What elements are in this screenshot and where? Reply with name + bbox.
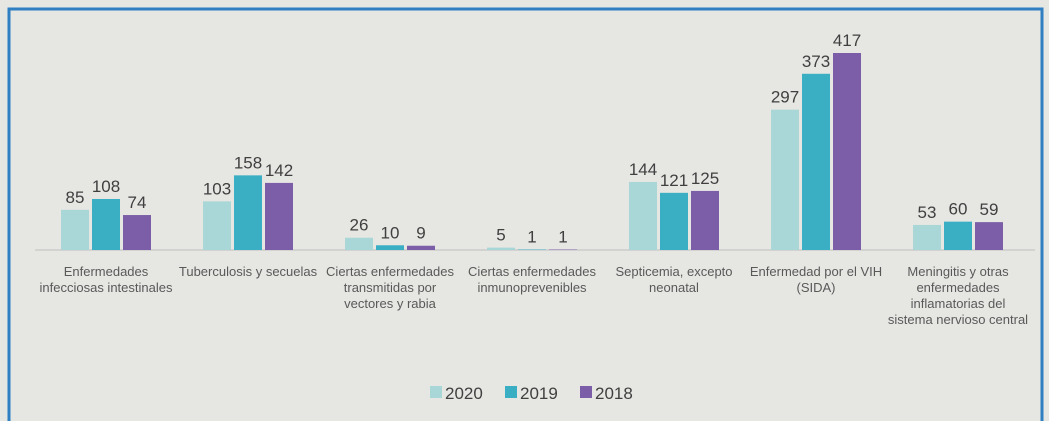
data-label: 85 xyxy=(66,188,85,207)
bar xyxy=(234,175,262,250)
bar xyxy=(629,181,657,250)
data-label: 373 xyxy=(802,52,830,71)
data-label: 1 xyxy=(527,228,536,247)
bar xyxy=(61,209,89,250)
bar xyxy=(691,190,719,250)
data-label: 60 xyxy=(949,200,968,219)
x-tick-label: Ciertas enfermedades transmitidas por ve… xyxy=(326,264,454,311)
bar xyxy=(345,237,373,250)
x-tick-label: Enfermedades infecciosas intestinales xyxy=(39,264,173,295)
legend-label: 2020 xyxy=(445,384,483,403)
bar xyxy=(123,215,151,250)
x-tick-label: Septicemia, excepto neonatal xyxy=(615,264,733,295)
data-label: 59 xyxy=(980,200,999,219)
data-label: 5 xyxy=(496,226,505,245)
legend-swatch xyxy=(430,386,442,398)
data-label: 26 xyxy=(350,216,369,235)
bar xyxy=(771,109,799,251)
data-label: 103 xyxy=(203,179,231,198)
data-label: 144 xyxy=(629,160,657,179)
bar xyxy=(944,221,972,250)
bar xyxy=(833,53,861,250)
bar xyxy=(376,245,404,250)
data-label: 142 xyxy=(265,161,293,180)
data-label: 158 xyxy=(234,153,262,172)
x-tick-label: Enfermedad por el VIH (SIDA) xyxy=(749,264,883,295)
bar xyxy=(487,247,515,250)
data-label: 1 xyxy=(558,228,567,247)
bar xyxy=(913,224,941,250)
legend-label: 2019 xyxy=(520,384,558,403)
data-label: 53 xyxy=(918,203,937,222)
bar xyxy=(203,201,231,250)
data-label: 297 xyxy=(771,88,799,107)
data-label: 121 xyxy=(660,171,688,190)
data-label: 417 xyxy=(833,31,861,50)
frame-border xyxy=(7,7,1044,421)
data-label: 108 xyxy=(92,177,120,196)
legend-swatch xyxy=(580,386,592,398)
bar xyxy=(975,222,1003,250)
data-label: 9 xyxy=(416,224,425,243)
x-tick-label: Ciertas enfermedades inmunoprevenibles xyxy=(468,264,596,295)
bar xyxy=(407,245,435,250)
bar xyxy=(92,198,120,250)
x-tick-label: Meningitis y otras enfermedades inflamat… xyxy=(887,264,1029,327)
x-tick-label: Tuberculosis y secuelas xyxy=(178,264,318,279)
bar xyxy=(802,73,830,251)
legend-swatch xyxy=(505,386,517,398)
data-label: 10 xyxy=(381,223,400,242)
bar xyxy=(660,192,688,250)
legend-label: 2018 xyxy=(595,384,633,403)
data-label: 125 xyxy=(691,169,719,188)
data-label: 74 xyxy=(128,193,147,212)
bar xyxy=(265,182,293,250)
